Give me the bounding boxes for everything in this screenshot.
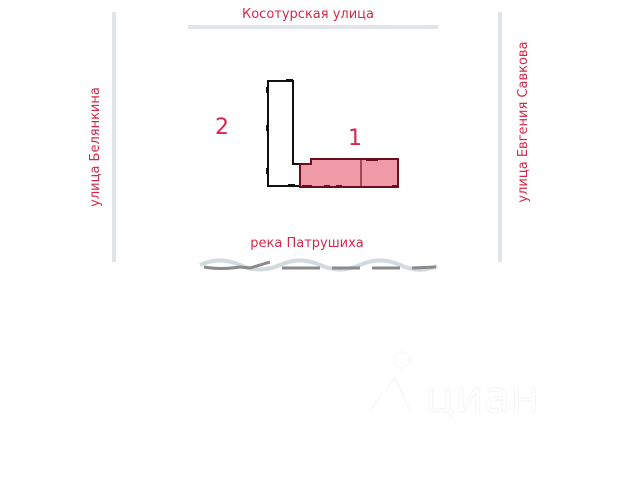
- watermark-text: циан: [425, 372, 539, 423]
- street-top-label: Косотурская улица: [242, 7, 374, 22]
- road-right: [498, 12, 502, 262]
- river-wave: [199, 258, 438, 272]
- street-right-label: улица Евгения Савкова: [516, 41, 531, 202]
- cian-watermark: циан: [369, 351, 540, 424]
- river-label: река Патрушиха: [250, 236, 363, 251]
- building-2-label: 2: [215, 115, 229, 140]
- road-left: [112, 12, 116, 262]
- building-1[interactable]: [299, 158, 399, 188]
- building-1-label: 1: [348, 126, 362, 151]
- building-2[interactable]: [266, 79, 301, 187]
- road-top: [188, 25, 438, 29]
- street-left-label: улица Белянкина: [88, 87, 103, 207]
